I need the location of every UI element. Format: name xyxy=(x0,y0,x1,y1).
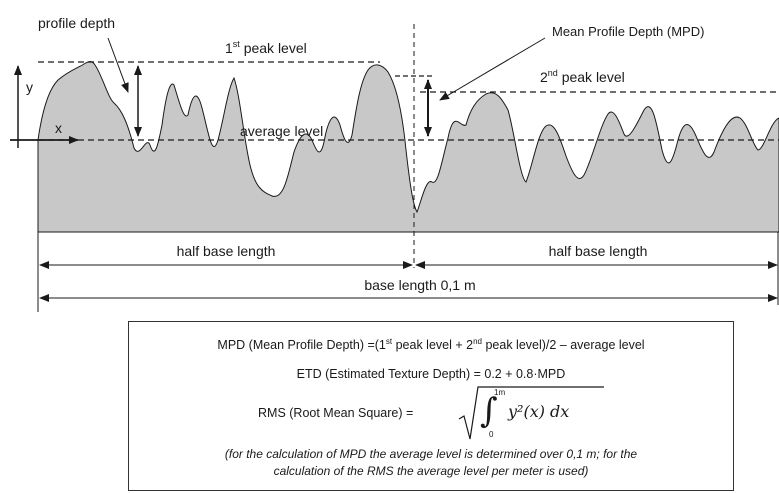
base-length-label: base length 0,1 m xyxy=(364,277,475,293)
rms-formula: RMS (Root Mean Square) = ∫ 1m 0 y²(x) dx xyxy=(258,385,604,443)
rms-label: RMS (Root Mean Square) = xyxy=(258,406,414,420)
average-level-label: average level xyxy=(240,123,323,139)
half-base-left-label: half base length xyxy=(177,243,276,259)
note-line-1: (for the calculation of MPD the average … xyxy=(224,447,638,461)
half-base-right-label: half base length xyxy=(549,243,648,259)
sqrt-sign xyxy=(458,386,482,440)
etd-formula: ETD (Estimated Texture Depth) = 0.2 + 0.… xyxy=(296,367,566,381)
x-axis-label: x xyxy=(55,120,62,136)
lower-limit: 0 xyxy=(489,430,494,439)
upper-limit: 1m xyxy=(494,388,506,397)
mpd-formula: MPD (Mean Profile Depth) =(1st peak leve… xyxy=(217,337,645,353)
integral-sign: ∫ xyxy=(480,391,498,431)
texture-profile-diagram: y x profile depth Mean Profile Depth (MP… xyxy=(10,15,779,312)
note-line-2: calculation of the RMS the average level… xyxy=(273,464,589,478)
surface-profile xyxy=(37,61,779,233)
formula-box: MPD (Mean Profile Depth) =(1st peak leve… xyxy=(128,321,734,491)
integrand: y²(x) dx xyxy=(508,402,570,421)
peak2-label: 2nd peak level xyxy=(540,68,625,85)
profile-depth-pointer xyxy=(107,37,129,93)
peak1-label: 1st peak level xyxy=(225,39,307,56)
sqrt-overline xyxy=(482,386,604,388)
mpd-label: Mean Profile Depth (MPD) xyxy=(552,24,704,39)
y-axis-label: y xyxy=(26,79,33,95)
profile-depth-label: profile depth xyxy=(38,15,115,31)
mpd-pointer xyxy=(439,37,546,101)
